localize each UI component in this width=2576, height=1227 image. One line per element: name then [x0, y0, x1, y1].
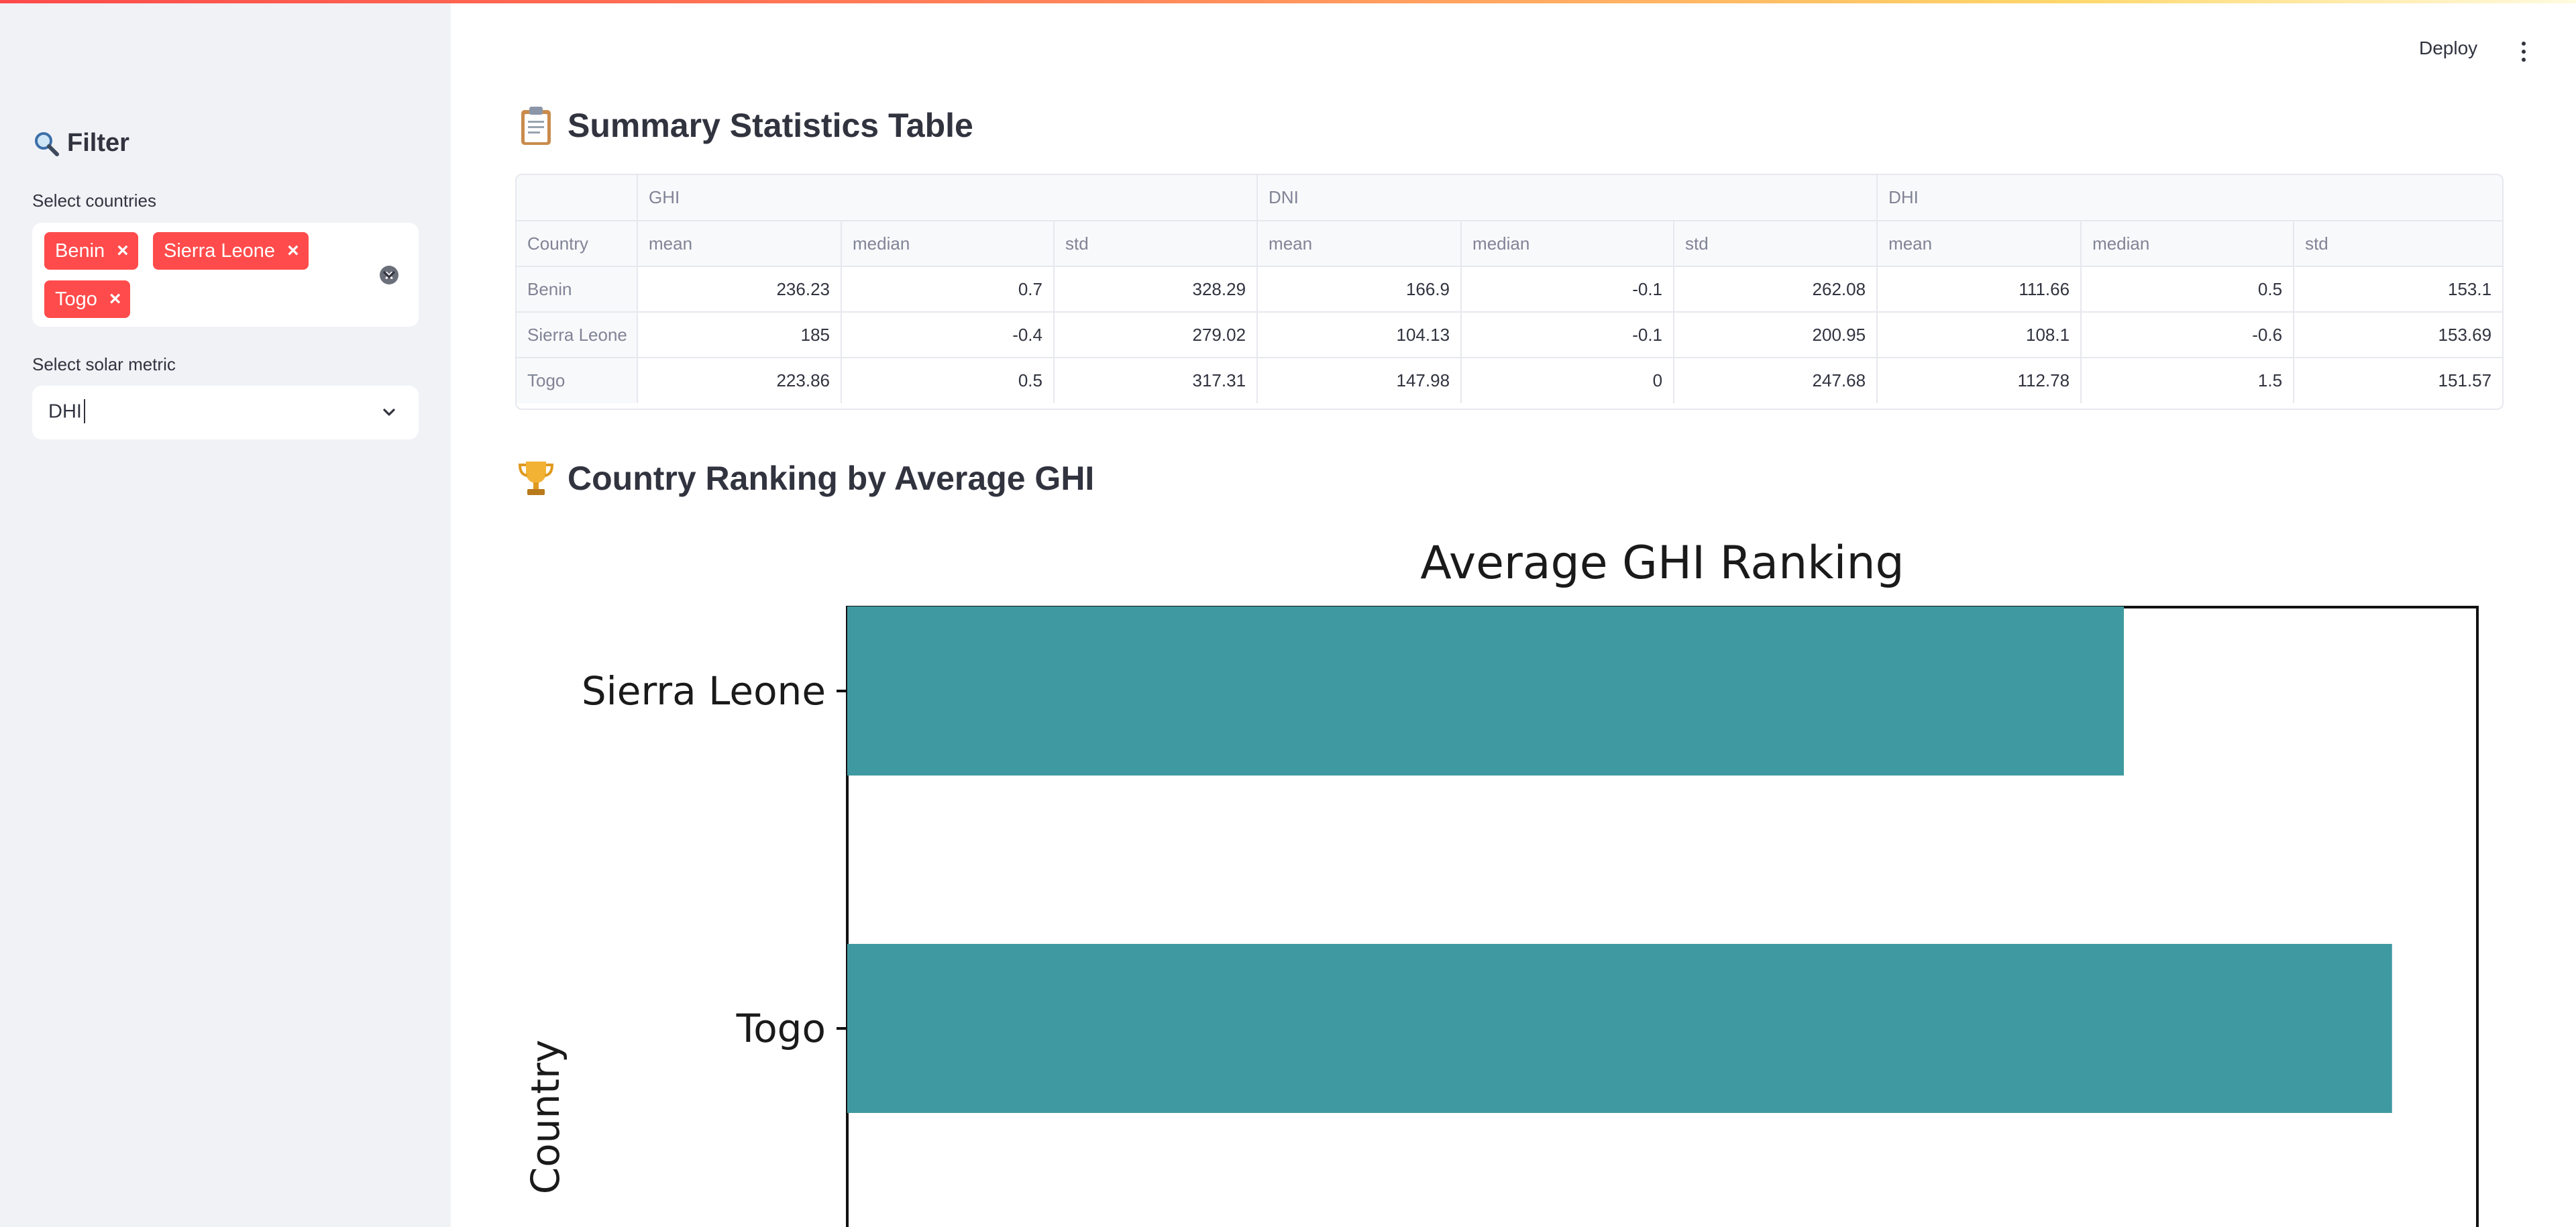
table-cell[interactable]: 247.68 — [1674, 358, 1878, 403]
table-cell[interactable]: -0.1 — [1461, 266, 1675, 313]
column-header[interactable]: mean — [637, 221, 842, 267]
group-header-ghi: GHI — [637, 175, 1258, 221]
row-header: Benin — [517, 266, 638, 313]
table-cell[interactable]: 153.69 — [2294, 312, 2502, 358]
table-cell[interactable]: 0.7 — [841, 266, 1055, 313]
table-cell[interactable]: 151.57 — [2438, 370, 2492, 390]
table-cell[interactable]: 185 — [637, 312, 842, 358]
row-header: Togo — [517, 358, 638, 403]
clipboard-icon — [521, 107, 551, 145]
ranking-title: Country Ranking by Average GHI — [515, 458, 1094, 499]
table-row: Benin 236.23 0.7 328.29 166.9 -0.1 262.0… — [517, 266, 2502, 313]
column-header[interactable]: std — [1054, 221, 1258, 267]
country-tag-benin: Benin × — [44, 232, 138, 270]
sidebar: Filter Select countries Benin × Sierra L… — [0, 0, 451, 1227]
table-cell[interactable]: 0.5 — [2081, 266, 2295, 313]
column-header[interactable]: median — [2081, 221, 2295, 267]
remove-tag-icon[interactable]: × — [109, 288, 121, 310]
table-cell[interactable]: 328.29 — [1054, 266, 1258, 313]
country-tag-label: Benin — [55, 239, 105, 262]
summary-title: Summary Statistics Table — [515, 105, 973, 146]
table-cell[interactable]: 166.9 — [1257, 266, 1462, 313]
table-cell[interactable]: 223.86 — [637, 358, 842, 403]
remove-tag-icon[interactable]: × — [117, 239, 129, 262]
trophy-icon — [518, 462, 554, 495]
chart-title: Average GHI Ranking — [1420, 537, 1904, 590]
table-group-header-row: GHI DNI DHI — [517, 175, 2502, 221]
table-corner-cell — [517, 175, 638, 221]
bars-group: Sierra Leone Togo — [582, 606, 2392, 1113]
table-cell[interactable]: 153.1 — [2294, 266, 2502, 313]
ranking-title-text: Country Ranking by Average GHI — [568, 460, 1095, 497]
table-cell[interactable]: 0.5 — [841, 358, 1055, 403]
table-cell[interactable]: 111.66 — [1877, 266, 2082, 313]
table-cell[interactable]: 1.5 — [2081, 358, 2295, 403]
table-cell[interactable]: 147.98 — [1257, 358, 1462, 403]
summary-table[interactable]: GHI DNI DHI Country mean median std mean… — [515, 174, 2504, 410]
y-tick-label: Sierra Leone — [582, 668, 826, 714]
group-header-dhi: DHI — [1877, 175, 2502, 221]
column-header[interactable]: mean — [1257, 221, 1462, 267]
countries-multiselect[interactable]: Benin × Sierra Leone × Togo × — [32, 223, 419, 327]
top-decoration-bar — [0, 0, 2576, 3]
country-tag-label: Sierra Leone — [164, 239, 276, 262]
chevron-down-icon[interactable] — [380, 266, 398, 284]
column-header[interactable]: mean — [1877, 221, 2082, 267]
y-axis-label: Country — [523, 1040, 568, 1194]
table-cell[interactable]: 262.08 — [1674, 266, 1878, 313]
summary-title-text: Summary Statistics Table — [568, 107, 973, 144]
metric-select[interactable]: DHI — [32, 386, 419, 439]
table-cell[interactable]: -0.1 — [1461, 312, 1675, 358]
table-row: Togo 223.86 0.5 317.31 147.98 0 247.68 1… — [517, 358, 2502, 403]
table-cell[interactable]: 108.1 — [1877, 312, 2082, 358]
metric-select-value[interactable]: DHI — [48, 399, 85, 425]
deploy-button[interactable]: Deploy — [2419, 38, 2478, 58]
table-cell[interactable]: -0.6 — [2081, 312, 2295, 358]
column-header[interactable]: median — [1461, 221, 1675, 267]
y-tick-label: Togo — [736, 1006, 826, 1051]
table-cell[interactable]: 112.78 — [1877, 358, 2082, 403]
bar-togo — [847, 944, 2392, 1113]
magnifier-icon — [35, 131, 59, 156]
table-cell[interactable]: 236.23 — [637, 266, 842, 313]
table-cell[interactable]: 200.95 — [1674, 312, 1878, 358]
filter-heading-text: Filter — [67, 129, 129, 157]
filter-heading: Filter — [32, 129, 129, 158]
table-cell[interactable]: 0 — [1461, 358, 1675, 403]
metric-label: Select solar metric — [32, 354, 176, 374]
row-header: Sierra Leone — [517, 312, 638, 358]
remove-tag-icon[interactable]: × — [287, 239, 299, 262]
bar-sierra-leone — [847, 606, 2125, 776]
column-header[interactable]: median — [841, 221, 1055, 267]
table-row: Sierra Leone 185 -0.4 279.02 104.13 -0.1… — [517, 312, 2502, 358]
ranking-chart: Average GHI Ranking Sierra Leone Togo Cou… — [523, 537, 2479, 1227]
country-tag-togo: Togo × — [44, 280, 131, 318]
countries-label: Select countries — [32, 191, 156, 211]
group-header-dni: DNI — [1257, 175, 1878, 221]
column-header[interactable]: std — [1674, 221, 1878, 267]
country-tag-sierra-leone: Sierra Leone × — [153, 232, 309, 270]
country-tag-label: Togo — [55, 288, 97, 310]
table-cell[interactable]: 104.13 — [1257, 312, 1462, 358]
table-cell[interactable]: 317.31 — [1054, 358, 1258, 403]
clear-all-icon[interactable] — [380, 266, 398, 284]
column-header[interactable]: std — [2294, 221, 2502, 267]
main-menu-icon[interactable] — [2520, 40, 2528, 63]
index-header: Country — [517, 221, 638, 267]
chevron-down-icon[interactable] — [380, 403, 398, 422]
table-cell[interactable]: 279.02 — [1054, 312, 1258, 358]
table-stat-header-row: Country mean median std mean median std … — [517, 221, 2502, 267]
table-cell[interactable]: -0.4 — [841, 312, 1055, 358]
